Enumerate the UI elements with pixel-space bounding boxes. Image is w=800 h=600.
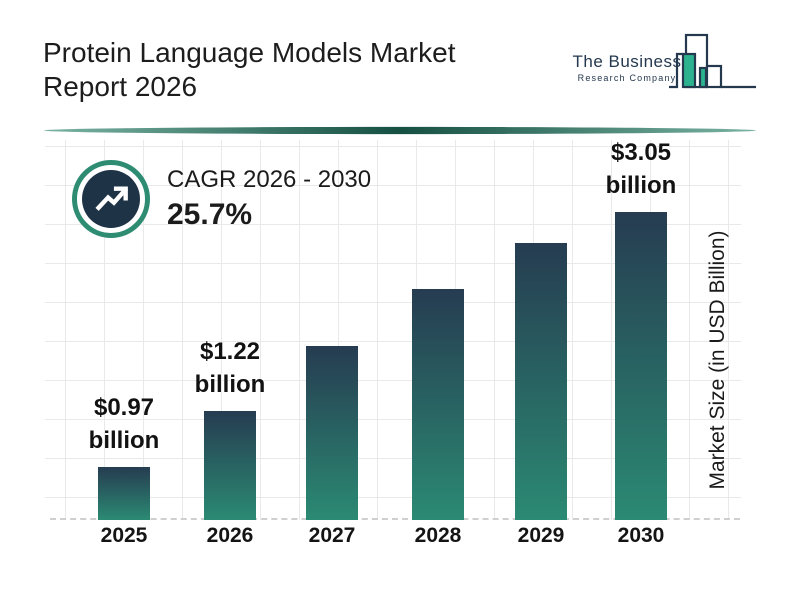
bar-2029 — [515, 243, 567, 520]
bar-2025 — [98, 467, 150, 520]
cagr-badge — [72, 160, 150, 238]
bars-area: $0.97 billion $1.22 billion $3.05 billio… — [0, 139, 800, 520]
bar-group-2028 — [383, 289, 493, 520]
bar-value-unit: billion — [194, 371, 266, 399]
logo-bars-icon — [669, 33, 756, 89]
x-tick-2030: 2030 — [617, 524, 665, 547]
x-tick-2027: 2027 — [308, 524, 356, 547]
bar-value-unit: billion — [88, 427, 160, 455]
bar-group-2025: $0.97 billion — [69, 391, 179, 520]
company-logo-name: The Business — [572, 52, 682, 71]
cagr-value: 25.7% — [167, 198, 253, 231]
y-axis-label: Market Size (in USD Billion) — [706, 230, 729, 490]
bar-group-2030: $3.05 billion — [586, 136, 696, 520]
cagr-label: CAGR 2026 - 2030 — [167, 166, 372, 193]
company-logo-text: The Business Research Company — [569, 52, 685, 83]
header-divider — [44, 126, 756, 135]
bar-2026 — [204, 411, 256, 520]
x-tick-2025: 2025 — [100, 524, 148, 547]
bar-value-label: $1.22 billion — [195, 335, 266, 402]
bar-value-amount: $0.97 — [93, 393, 155, 421]
bar-value-label: $3.05 billion — [606, 136, 677, 203]
bar-group-2027 — [277, 346, 387, 520]
cagr-text: CAGR 2026 - 2030 25.7% — [167, 166, 371, 232]
trend-up-icon — [82, 170, 140, 228]
company-logo-tagline: Research Company — [577, 73, 677, 83]
bar-value-label: $0.97 billion — [89, 391, 160, 458]
bar-value-unit: billion — [605, 172, 677, 200]
x-tick-2028: 2028 — [414, 524, 462, 547]
bar-value-amount: $1.22 — [199, 337, 261, 365]
bar-group-2029 — [486, 243, 596, 520]
x-axis-baseline — [50, 518, 740, 520]
page-title-line2: Report 2026 — [43, 70, 198, 102]
bar-value-amount: $3.05 — [610, 138, 672, 166]
cagr-annotation: CAGR 2026 - 2030 25.7% — [72, 160, 371, 238]
bar-group-2026: $1.22 billion — [175, 335, 285, 520]
bar-2027 — [306, 346, 358, 520]
x-tick-2029: 2029 — [517, 524, 565, 547]
x-tick-2026: 2026 — [206, 524, 254, 547]
page-title: Protein Language Models Market Report 20… — [43, 36, 455, 103]
bar-2028 — [412, 289, 464, 520]
company-logo: The Business Research Company — [563, 28, 763, 103]
x-axis-labels: 2025 2026 2027 2028 2029 2030 — [0, 524, 800, 554]
bar-2030 — [615, 212, 667, 520]
page-title-line1: Protein Language Models Market — [43, 37, 456, 68]
